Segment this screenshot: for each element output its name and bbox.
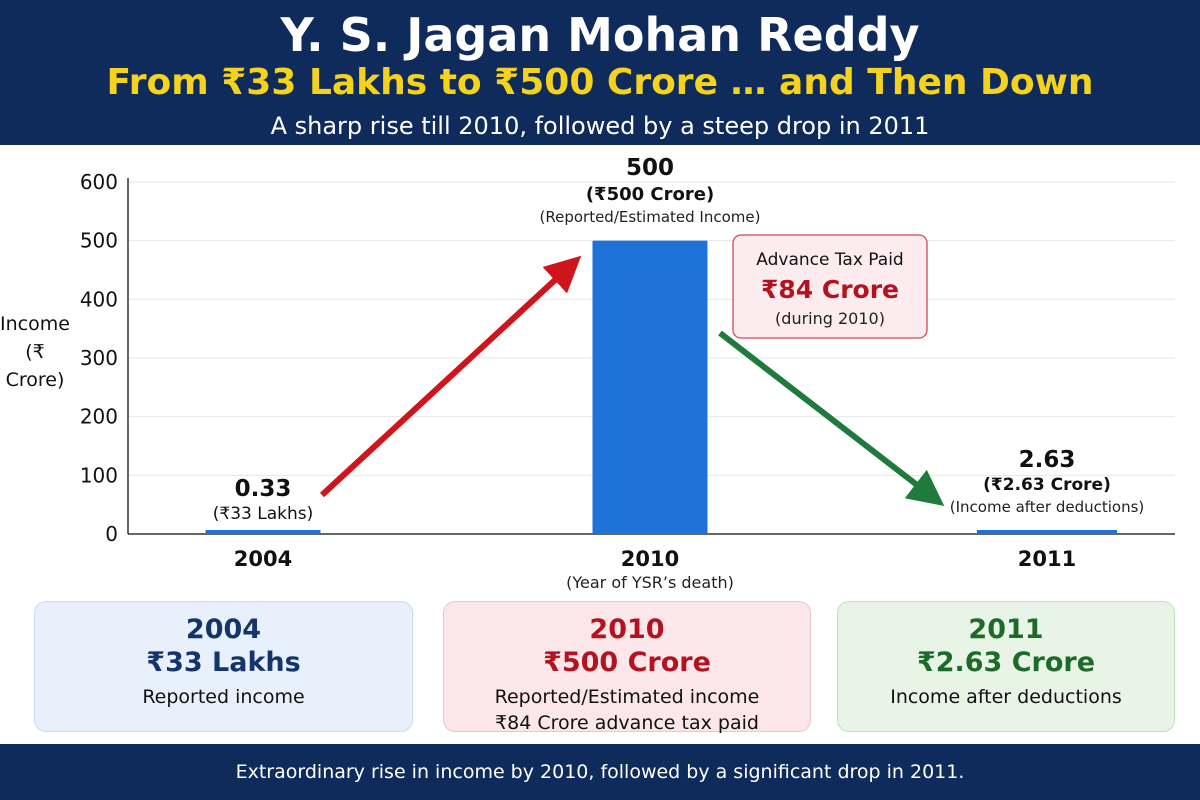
card-year: 2004 (185, 614, 262, 645)
y-tick-label: 500 (80, 229, 118, 253)
card-year: 2011 (968, 614, 1044, 645)
x-tick-label: 2004 (234, 547, 292, 571)
card-description-line: ₹84 Crore advance tax paid (495, 712, 759, 734)
y-axis-title: Income (₹ Crore) (0, 310, 70, 394)
footer-text: Extraordinary rise in income by 2010, fo… (235, 761, 965, 783)
data-label-value: 2.63 (1019, 447, 1076, 473)
y-tick-label: 400 (80, 287, 118, 311)
data-label-note: (Income after deductions) (950, 498, 1145, 516)
card-amount: ₹500 Crore (543, 647, 711, 678)
footer-banner: Extraordinary rise in income by 2010, fo… (0, 744, 1200, 800)
card-description: Reported income (142, 686, 305, 708)
data-label-detail: (₹500 Crore) (586, 184, 714, 205)
bar-2010 (592, 240, 708, 534)
callout-title: Advance Tax Paid (756, 250, 903, 270)
trend-arrow-up (319, 255, 582, 498)
card-amount: ₹33 Lakhs (146, 647, 301, 678)
advance-tax-callout-box (732, 234, 928, 339)
y-tick-label: 300 (80, 346, 118, 370)
y-tick-label: 100 (80, 463, 118, 487)
card-amount: ₹2.63 Crore (916, 647, 1096, 678)
bar-2004 (205, 530, 321, 534)
x-tick-label: 2011 (1018, 547, 1076, 571)
data-label-note: (Reported/Estimated Income) (540, 208, 761, 226)
y-axis-title-line2: (₹ Crore) (5, 341, 65, 391)
data-label-value: 500 (626, 155, 674, 181)
header-banner: Y. S. Jagan Mohan Reddy From ₹33 Lakhs t… (0, 0, 1200, 145)
card-description-line: Reported/Estimated income (494, 686, 760, 708)
y-tick-label: 0 (105, 522, 118, 546)
summary-card-2010: 2010 ₹500 Crore Reported/Estimated incom… (443, 601, 811, 734)
page-tagline: A sharp rise till 2010, followed by a st… (270, 112, 930, 140)
page-subtitle: From ₹33 Lakhs to ₹500 Crore … and Then … (106, 62, 1094, 103)
summary-card-2011: 2011 ₹2.63 Crore Income after deductions (837, 601, 1175, 732)
x-tick-label: 2010 (621, 547, 679, 571)
data-label-value: 0.33 (235, 476, 292, 502)
summary-card-2004: 2004 ₹33 Lakhs Reported income (34, 601, 413, 732)
data-label-detail: (₹33 Lakhs) (213, 504, 313, 524)
x-tick-note: (Year of YSR’s death) (566, 573, 734, 592)
page-title: Y. S. Jagan Mohan Reddy (280, 8, 920, 62)
y-tick-label: 600 (80, 170, 118, 194)
callout-amount: ₹84 Crore (761, 275, 899, 304)
y-tick-label: 200 (80, 405, 118, 429)
callout-note: (during 2010) (775, 309, 885, 328)
card-description: Reported/Estimated income ₹84 Crore adva… (444, 684, 810, 736)
trend-arrow-down (718, 330, 945, 506)
card-year: 2010 (589, 614, 665, 645)
data-label-detail: (₹2.63 Crore) (983, 475, 1111, 495)
y-axis-title-line1: Income (0, 313, 70, 335)
bar-2011 (977, 530, 1117, 534)
card-description: Income after deductions (890, 686, 1122, 708)
